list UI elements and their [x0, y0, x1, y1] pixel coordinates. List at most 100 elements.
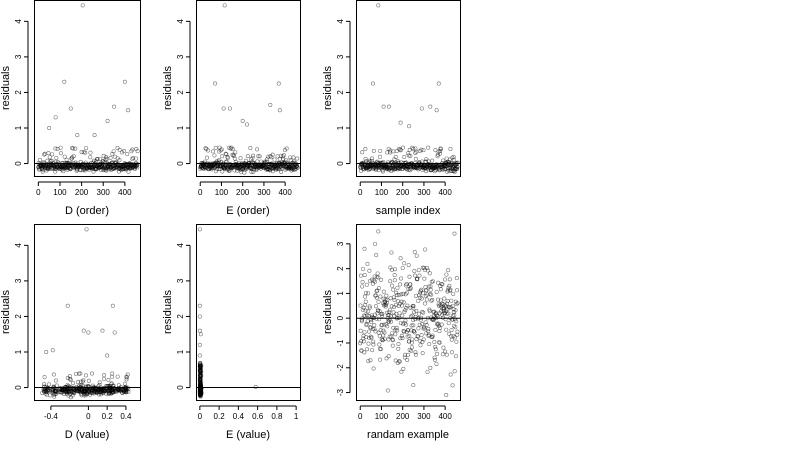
data-point: [380, 313, 385, 318]
y-tick-label: 2: [336, 90, 345, 95]
data-point: [399, 333, 404, 338]
data-point: [413, 352, 418, 357]
data-point: [366, 359, 371, 364]
data-point: [422, 326, 427, 331]
data-point: [265, 157, 270, 162]
data-point: [399, 299, 404, 304]
data-point: [434, 108, 439, 113]
data-point: [251, 169, 256, 174]
data-point: [222, 3, 227, 8]
data-point: [378, 294, 383, 299]
data-point: [405, 357, 410, 362]
y-axis-title: residuals: [162, 65, 174, 110]
data-point: [377, 317, 382, 322]
data-point: [220, 169, 225, 174]
data-point: [430, 297, 435, 302]
data-point: [198, 332, 203, 337]
data-point: [121, 149, 126, 154]
data-point: [381, 289, 386, 294]
data-point: [390, 343, 395, 348]
data-point: [441, 158, 446, 163]
y-tick-label: 4: [14, 19, 23, 24]
data-point: [421, 148, 426, 153]
data-point: [44, 349, 49, 354]
data-point: [62, 154, 67, 159]
data-point: [393, 155, 398, 160]
data-point: [443, 309, 448, 314]
data-point: [68, 377, 73, 382]
data-point: [83, 150, 88, 155]
data-point: [439, 322, 444, 327]
data-point: [257, 154, 262, 159]
data-point: [278, 153, 283, 158]
data-point: [385, 297, 390, 302]
data-point: [376, 3, 381, 8]
data-point: [426, 145, 431, 150]
data-point: [372, 274, 377, 279]
data-point: [134, 156, 139, 161]
data-point: [361, 266, 366, 271]
x-axis-title: randam example: [367, 429, 449, 441]
data-point: [358, 273, 363, 278]
data-point: [363, 156, 368, 161]
data-point: [394, 290, 399, 295]
data-point: [403, 352, 408, 357]
data-point: [453, 354, 458, 359]
data-point: [288, 158, 293, 163]
data-point: [277, 157, 282, 162]
x-tick-label: 0.2: [102, 412, 114, 421]
data-point: [366, 291, 371, 296]
data-point: [276, 81, 281, 86]
y-tick-label: -3: [336, 388, 345, 396]
y-tick-label: 0: [336, 161, 345, 166]
data-point: [43, 151, 48, 156]
panel-e-value: 0 0.2 0.4 0.6 0.8 1 0 1 2 3 4 E (value) residuals: [162, 224, 301, 441]
panel-d-order: 0 100 200 300 400 0 1 2 3 4 D (order) residuals: [0, 0, 141, 217]
x-tick-label: 0: [86, 412, 91, 421]
data-point: [413, 156, 418, 161]
data-point: [397, 359, 402, 364]
data-point: [363, 308, 368, 313]
data-point: [53, 146, 58, 151]
data-point: [383, 297, 388, 302]
y-tick-label: 1: [14, 349, 23, 354]
data-point: [105, 118, 110, 123]
data-point: [118, 385, 123, 390]
data-point: [407, 274, 412, 279]
data-point: [437, 329, 442, 334]
data-point: [223, 151, 228, 156]
data-point: [42, 375, 47, 380]
data-point: [243, 158, 248, 163]
data-point: [428, 287, 433, 292]
data-point: [408, 286, 413, 291]
data-point: [50, 389, 55, 394]
data-point: [101, 376, 106, 381]
data-point: [213, 145, 218, 150]
data-point: [112, 154, 117, 159]
data-point: [197, 369, 202, 374]
data-point: [118, 387, 123, 392]
data-point: [365, 347, 370, 352]
data-point: [450, 317, 455, 322]
data-point: [400, 303, 405, 308]
data-point: [454, 276, 459, 281]
y-tick-label: 0: [14, 385, 23, 390]
panel-d-value: -0.4 0 0.2 0.4 0 1 2 3 4 D (value) residuals: [0, 224, 141, 441]
data-point: [422, 265, 427, 270]
data-point: [396, 292, 401, 297]
data-point: [452, 335, 457, 340]
data-point: [53, 169, 58, 174]
x-axis-title: E (order): [226, 205, 269, 217]
y-tick-label: 4: [336, 19, 345, 24]
data-point: [53, 115, 58, 120]
data-point: [450, 383, 455, 388]
data-point: [280, 154, 285, 159]
data-point: [399, 292, 404, 297]
data-point: [80, 379, 85, 384]
data-point: [444, 393, 449, 398]
data-point: [428, 104, 433, 109]
data-point: [401, 300, 406, 305]
data-point: [121, 389, 126, 394]
data-point: [388, 279, 393, 284]
data-point: [362, 246, 367, 251]
